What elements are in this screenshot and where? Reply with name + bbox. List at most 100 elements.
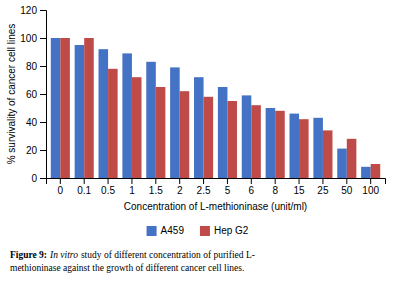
- bar: [170, 67, 180, 178]
- tick: 80: [26, 61, 46, 72]
- bar: [60, 38, 70, 178]
- legend: A459 Hep G2: [147, 225, 249, 236]
- bar: [337, 149, 347, 178]
- tick-mark: [60, 178, 61, 184]
- tick-label: 100: [20, 33, 37, 44]
- tick-mark: [155, 178, 156, 184]
- tick: 20: [26, 145, 46, 156]
- tick-mark: [108, 178, 109, 184]
- bar: [51, 38, 61, 178]
- tick: 50: [341, 178, 353, 196]
- x-axis: 00.10.511.522.5568152550100: [47, 178, 386, 196]
- bar: [266, 108, 276, 178]
- tick-label: 0: [31, 173, 37, 184]
- bar: [251, 105, 261, 178]
- bar: [146, 62, 156, 178]
- bar: [323, 130, 333, 178]
- tick: 25: [317, 178, 329, 196]
- bar: [275, 111, 285, 178]
- tick-label: 1: [129, 185, 135, 196]
- bar: [132, 77, 142, 178]
- caption-part: Figure 9:: [10, 250, 47, 260]
- tick-label: 0: [58, 185, 64, 196]
- bar-series: [51, 38, 371, 178]
- tick-label: 15: [293, 185, 305, 196]
- legend-item: A459: [147, 225, 185, 236]
- bar: [371, 164, 381, 178]
- legend-swatch: [147, 226, 157, 236]
- tick: 0: [31, 173, 46, 184]
- bars: [51, 38, 380, 178]
- tick-label: 0.5: [101, 185, 115, 196]
- chart: 02040608010012000.10.511.522.55681525501…: [0, 0, 395, 306]
- bar: [99, 49, 109, 178]
- tick: 0.5: [101, 178, 115, 196]
- bar: [122, 53, 132, 178]
- caption-part: In vitro: [49, 250, 78, 260]
- tick-mark: [370, 178, 371, 184]
- bar: [313, 118, 323, 178]
- bar: [84, 38, 94, 178]
- tick: 5: [225, 178, 231, 196]
- tick: 1: [129, 178, 135, 196]
- bar: [180, 91, 190, 178]
- bar: [218, 87, 228, 178]
- tick-mark: [40, 94, 46, 95]
- bar: [194, 77, 204, 178]
- tick-label: 120: [20, 5, 37, 16]
- bar-series: [60, 38, 380, 178]
- caption: Figure 9:In vitrostudy of different conc…: [10, 250, 255, 260]
- tick-mark: [84, 178, 85, 184]
- tick-mark: [179, 178, 180, 184]
- legend-label: Hep G2: [214, 225, 249, 236]
- tick-label: 25: [317, 185, 329, 196]
- tick-label: 5: [225, 185, 231, 196]
- axis-domain: [47, 179, 386, 185]
- legend-item: Hep G2: [200, 225, 249, 236]
- bar: [361, 167, 371, 178]
- bar: [204, 97, 214, 178]
- tick-label: 1.5: [149, 185, 163, 196]
- tick-mark: [346, 178, 347, 184]
- plot-area: 02040608010012000.10.511.522.55681525501…: [20, 5, 385, 196]
- tick-mark: [40, 66, 46, 67]
- axis-domain: [40, 11, 47, 179]
- tick-mark: [203, 178, 204, 184]
- tick-mark: [322, 178, 323, 184]
- tick-label: 6: [249, 185, 255, 196]
- tick-label: 50: [341, 185, 353, 196]
- bar: [299, 119, 309, 178]
- tick-mark: [275, 178, 276, 184]
- bar: [108, 69, 118, 178]
- tick: 100: [20, 33, 46, 44]
- tick-mark: [40, 178, 46, 179]
- tick-mark: [40, 122, 46, 123]
- tick-label: 40: [26, 117, 38, 128]
- tick: 15: [293, 178, 305, 196]
- y-axis-title: % survivality of cancer cell lines: [6, 24, 17, 165]
- tick-label: 100: [362, 185, 379, 196]
- tick-mark: [131, 178, 132, 184]
- tick-label: 2: [177, 185, 183, 196]
- caption: methioninase against the growth of diffe…: [10, 263, 244, 273]
- bar: [227, 101, 237, 178]
- tick-label: 60: [26, 89, 38, 100]
- tick-mark: [40, 150, 46, 151]
- tick: 40: [26, 117, 46, 128]
- tick-mark: [299, 178, 300, 184]
- tick-label: 2.5: [197, 185, 211, 196]
- tick-label: 20: [26, 145, 38, 156]
- tick: 8: [272, 178, 278, 196]
- bar: [75, 45, 85, 178]
- tick-mark: [40, 38, 46, 39]
- tick-label: 8: [272, 185, 278, 196]
- tick: 1.5: [149, 178, 163, 196]
- tick: 100: [362, 178, 379, 196]
- bar: [347, 139, 357, 178]
- tick: 2: [177, 178, 183, 196]
- tick: 120: [20, 5, 46, 16]
- tick-label: 80: [26, 61, 38, 72]
- bar: [242, 95, 252, 178]
- bar: [290, 114, 300, 178]
- tick: 6: [249, 178, 255, 196]
